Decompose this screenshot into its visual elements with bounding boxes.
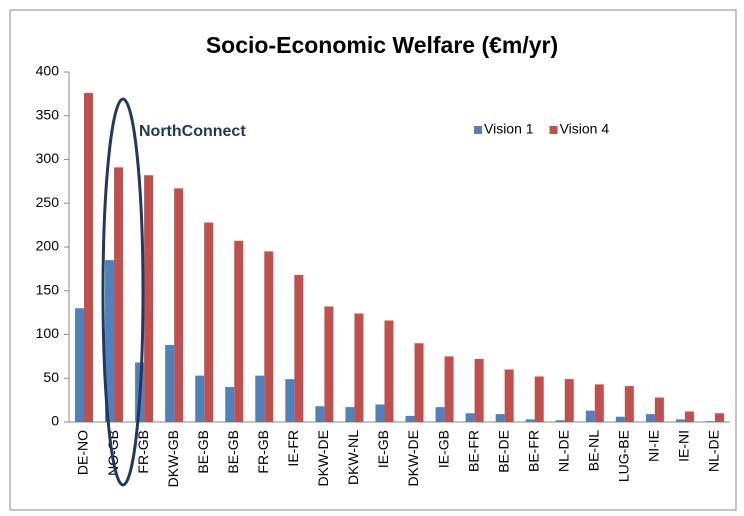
x-tick-label: DKW-DE (315, 430, 331, 487)
bar (585, 410, 595, 422)
bar (705, 421, 715, 422)
bar (234, 240, 244, 422)
bar (684, 411, 694, 422)
bar (414, 343, 424, 422)
bar (504, 369, 514, 422)
bar (174, 188, 184, 422)
y-tick-label: 200 (36, 238, 60, 254)
bar (345, 407, 355, 422)
y-tick-label: 0 (51, 413, 59, 429)
legend-label: Vision 4 (560, 121, 610, 137)
bar (564, 379, 574, 422)
bar (144, 175, 154, 422)
bar (285, 379, 295, 422)
x-tick-label: IE-GB (435, 430, 451, 468)
bar (555, 420, 565, 422)
y-tick-label: 400 (36, 63, 60, 79)
bar (324, 306, 334, 422)
bar (264, 251, 274, 422)
bar (315, 406, 325, 422)
bar (594, 384, 604, 422)
legend-swatch (549, 126, 558, 134)
y-tick-label: 300 (36, 150, 60, 166)
y-tick-label: 150 (36, 281, 60, 297)
bar (255, 375, 265, 422)
y-tick-label: 100 (36, 325, 60, 341)
chart-border (9, 9, 737, 511)
y-tick-label: 250 (36, 194, 60, 210)
x-tick-label: BE-FR (525, 430, 541, 472)
bar (645, 414, 655, 422)
legend-label: Vision 1 (484, 121, 534, 137)
x-tick-label: BE-NL (585, 430, 601, 471)
x-tick-label: DKW-GB (165, 430, 181, 487)
x-tick-label: IE-GB (375, 430, 391, 468)
bar (465, 413, 475, 422)
bar (165, 345, 175, 422)
bar (615, 416, 625, 422)
bar (495, 414, 505, 422)
bar (405, 415, 415, 422)
x-tick-label: BE-FR (465, 430, 481, 472)
bar (354, 313, 364, 422)
x-tick-label: DKW-NL (345, 430, 361, 485)
x-tick-label: BE-GB (225, 430, 241, 474)
bar (294, 275, 304, 422)
y-tick-label: 350 (36, 106, 60, 122)
x-tick-label: BE-DE (495, 430, 511, 473)
bar (114, 167, 124, 422)
bar (384, 320, 394, 422)
highlight-ellipse (101, 97, 145, 487)
bar (75, 308, 85, 422)
bar (675, 419, 685, 422)
legend-swatch (474, 126, 482, 134)
bar (474, 359, 484, 422)
bar (534, 376, 544, 422)
bar (525, 419, 535, 422)
x-tick-label: LUG-BE (616, 430, 632, 482)
x-tick-label: DE-NO (75, 430, 91, 475)
x-tick-label: NI-IE (646, 430, 662, 462)
bar (375, 404, 385, 422)
chart-title: Socio-Economic Welfare (€m/yr) (206, 32, 558, 58)
x-tick-label: FR-GB (135, 430, 151, 474)
x-tick-label: BE-GB (195, 430, 211, 474)
bar (444, 356, 454, 422)
x-tick-label: IE-NI (676, 430, 692, 462)
bar (195, 375, 205, 422)
annotation: NorthConnect (139, 123, 246, 140)
bar (225, 387, 235, 422)
x-tick-label: DKW-DE (405, 430, 421, 487)
x-tick-label: IE-FR (285, 430, 301, 467)
bar (105, 260, 115, 422)
x-tick-label: NL-DE (706, 430, 722, 472)
bar (84, 93, 94, 422)
y-tick-label: 50 (43, 369, 59, 385)
x-tick-label: NL-DE (555, 430, 571, 472)
x-tick-label: FR-GB (255, 430, 271, 474)
bar (624, 386, 634, 422)
bar (714, 413, 724, 422)
bar (654, 397, 664, 422)
bar (435, 407, 445, 422)
bar (204, 222, 214, 422)
